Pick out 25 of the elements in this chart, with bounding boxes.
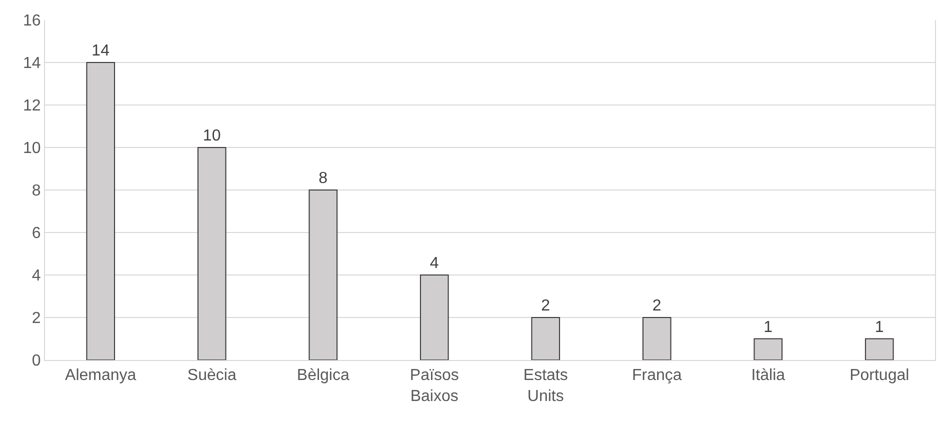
x-tick-label: Països Baixos (410, 367, 459, 405)
data-label: 10 (202, 128, 221, 144)
data-label: 2 (652, 298, 662, 314)
x-tick-label: Suècia (187, 367, 236, 384)
x-tick-label: França (632, 367, 682, 384)
y-tick-label: 4 (32, 268, 41, 285)
y-tick-label: 12 (23, 98, 41, 115)
y-tick-label: 10 (23, 140, 41, 158)
x-tick-label: Alemanya (65, 367, 136, 384)
data-label: 8 (318, 170, 328, 187)
y-tick-label: 6 (32, 225, 41, 242)
y-tick-label: 14 (23, 55, 41, 72)
x-tick-label: Portugal (850, 367, 910, 384)
data-label: 14 (92, 42, 110, 60)
data-label: 2 (541, 298, 550, 314)
y-tick-label: 8 (32, 182, 41, 200)
data-label: 4 (430, 255, 439, 272)
x-tick-label: Bèlgica (296, 367, 350, 384)
y-tick-label: 0 (32, 352, 41, 370)
x-tick-label: Itàlia (751, 367, 786, 384)
x-tick-label: Estats Units (523, 367, 568, 405)
data-label: 1 (764, 318, 773, 336)
y-tick-label: 2 (32, 310, 41, 328)
data-label: 1 (874, 318, 884, 336)
y-tick-label: 16 (23, 12, 41, 30)
